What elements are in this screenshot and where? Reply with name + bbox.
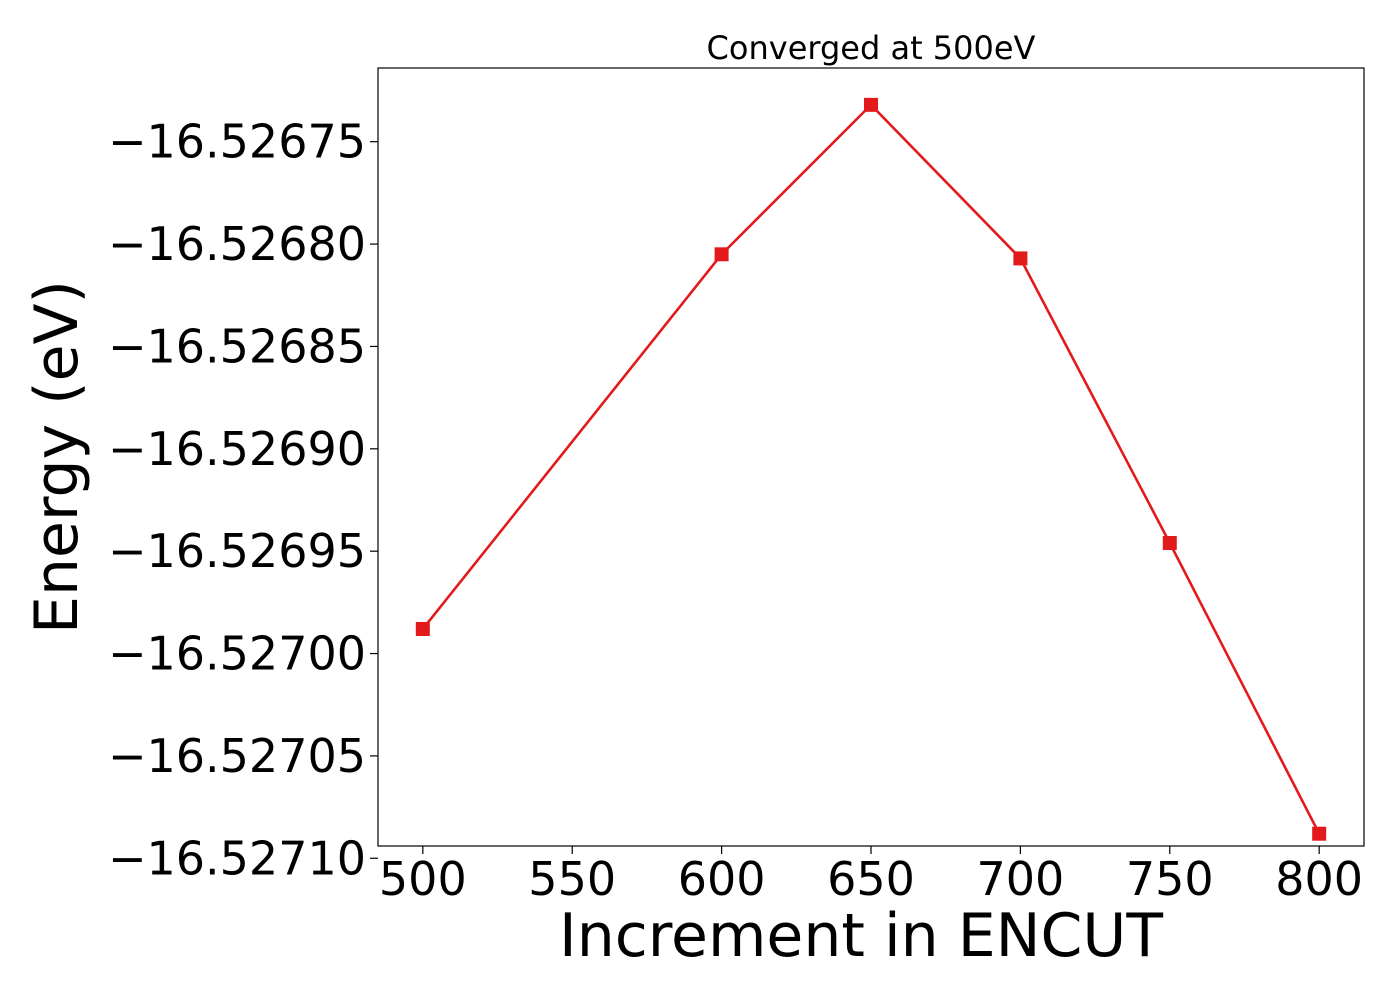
y-tick-label: −16.52700 (108, 627, 366, 681)
y-tick-label: −16.52690 (108, 422, 366, 476)
data-point (714, 247, 729, 262)
x-tick-label: 500 (379, 852, 467, 906)
data-point (864, 97, 878, 112)
y-axis: −16.52675 −16.52680 −16.52685 −16.52690 −16.… (108, 115, 378, 885)
data-point (415, 621, 430, 636)
series-line (421, 103, 1321, 835)
x-tick-label: 800 (1275, 852, 1363, 906)
x-tick-label: 700 (976, 852, 1064, 906)
y-tick-label: −16.52685 (108, 319, 366, 373)
y-tick-label: −16.52680 (108, 217, 366, 271)
plot-frame (377, 67, 1365, 847)
y-tick-label: −16.52710 (108, 831, 366, 885)
data-point (1162, 535, 1177, 550)
x-axis-title: Increment in ENCUT (559, 901, 1163, 971)
x-tick-label: 650 (827, 852, 915, 906)
series-layer (415, 97, 1327, 841)
y-axis-title: Energy (eV) (22, 280, 92, 634)
y-tick-label: −16.52705 (108, 729, 366, 783)
chart-title: Converged at 500eV (707, 29, 1036, 67)
x-tick-label: 750 (1126, 852, 1214, 906)
data-point (1013, 251, 1028, 266)
data-point (1312, 826, 1327, 841)
y-tick-label: −16.52695 (108, 524, 366, 578)
y-tick-label: −16.52675 (108, 115, 366, 169)
x-tick-label: 600 (678, 852, 766, 906)
x-axis: 500 550 600 650 700 750 800 (379, 846, 1363, 906)
x-tick-label: 550 (528, 852, 616, 906)
